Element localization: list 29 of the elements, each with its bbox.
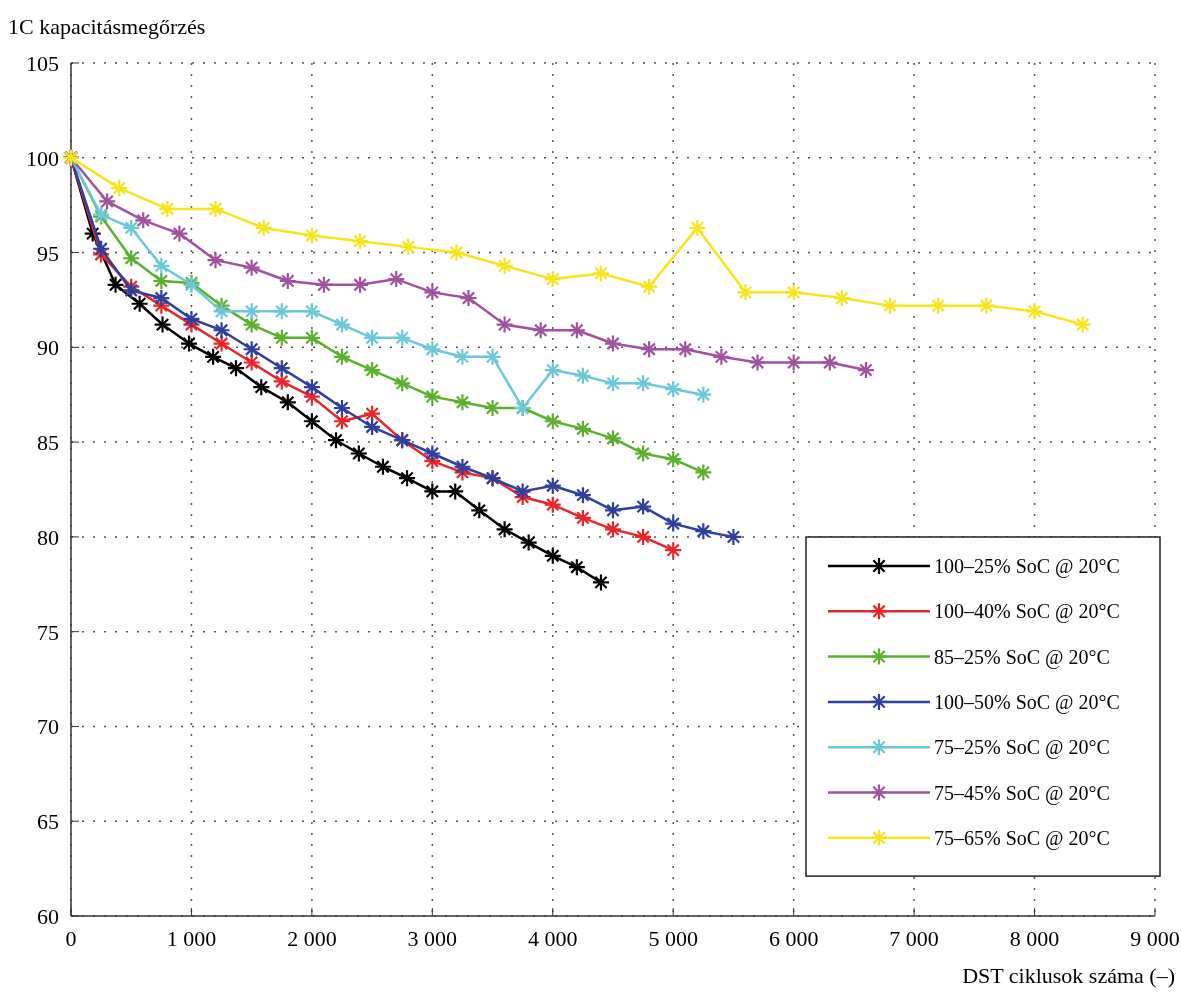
- y-tick-label: 60: [37, 904, 59, 929]
- y-tick-label: 100: [26, 145, 59, 171]
- x-axis-title: DST ciklusok száma (–): [962, 963, 1175, 988]
- legend-label: 100–40% SoC @ 20°C: [934, 600, 1120, 624]
- x-tick-label: 5 000: [648, 926, 698, 951]
- y-tick-label: 70: [37, 714, 59, 740]
- y-tick-label: 90: [37, 335, 59, 361]
- y-tick-label: 105: [26, 51, 59, 76]
- x-tick-label: 3 000: [407, 926, 458, 951]
- x-tick-label: 6 000: [768, 926, 819, 951]
- y-tick-label: 80: [37, 524, 59, 550]
- x-tick-label: 4 000: [528, 926, 578, 951]
- legend-label: 100–50% SoC @ 20°C: [934, 690, 1120, 714]
- x-tick-label: 8 000: [1009, 926, 1060, 951]
- x-tick-label: 7 000: [889, 926, 939, 951]
- y-tick-label: 95: [37, 240, 59, 266]
- x-tick-label: 1 000: [166, 926, 217, 951]
- y-tick-label: 85: [37, 430, 59, 456]
- x-tick-label: 9 000: [1130, 926, 1180, 951]
- x-tick-label: 0: [65, 926, 77, 951]
- y-tick-label: 75: [37, 619, 59, 645]
- legend-label: 75–45% SoC @ 20°C: [934, 781, 1110, 805]
- legend-label: 75–65% SoC @ 20°C: [934, 826, 1110, 850]
- legend-label: 100–25% SoC @ 20°C: [934, 555, 1120, 578]
- legend-label: 85–25% SoC @ 20°C: [934, 645, 1110, 669]
- y-tick-label: 65: [37, 809, 59, 835]
- x-tick-label: 2 000: [287, 926, 337, 951]
- legend-label: 75–25% SoC @ 20°C: [934, 736, 1110, 760]
- y-axis-title: 1C kapacitásmegőrzés: [8, 14, 206, 39]
